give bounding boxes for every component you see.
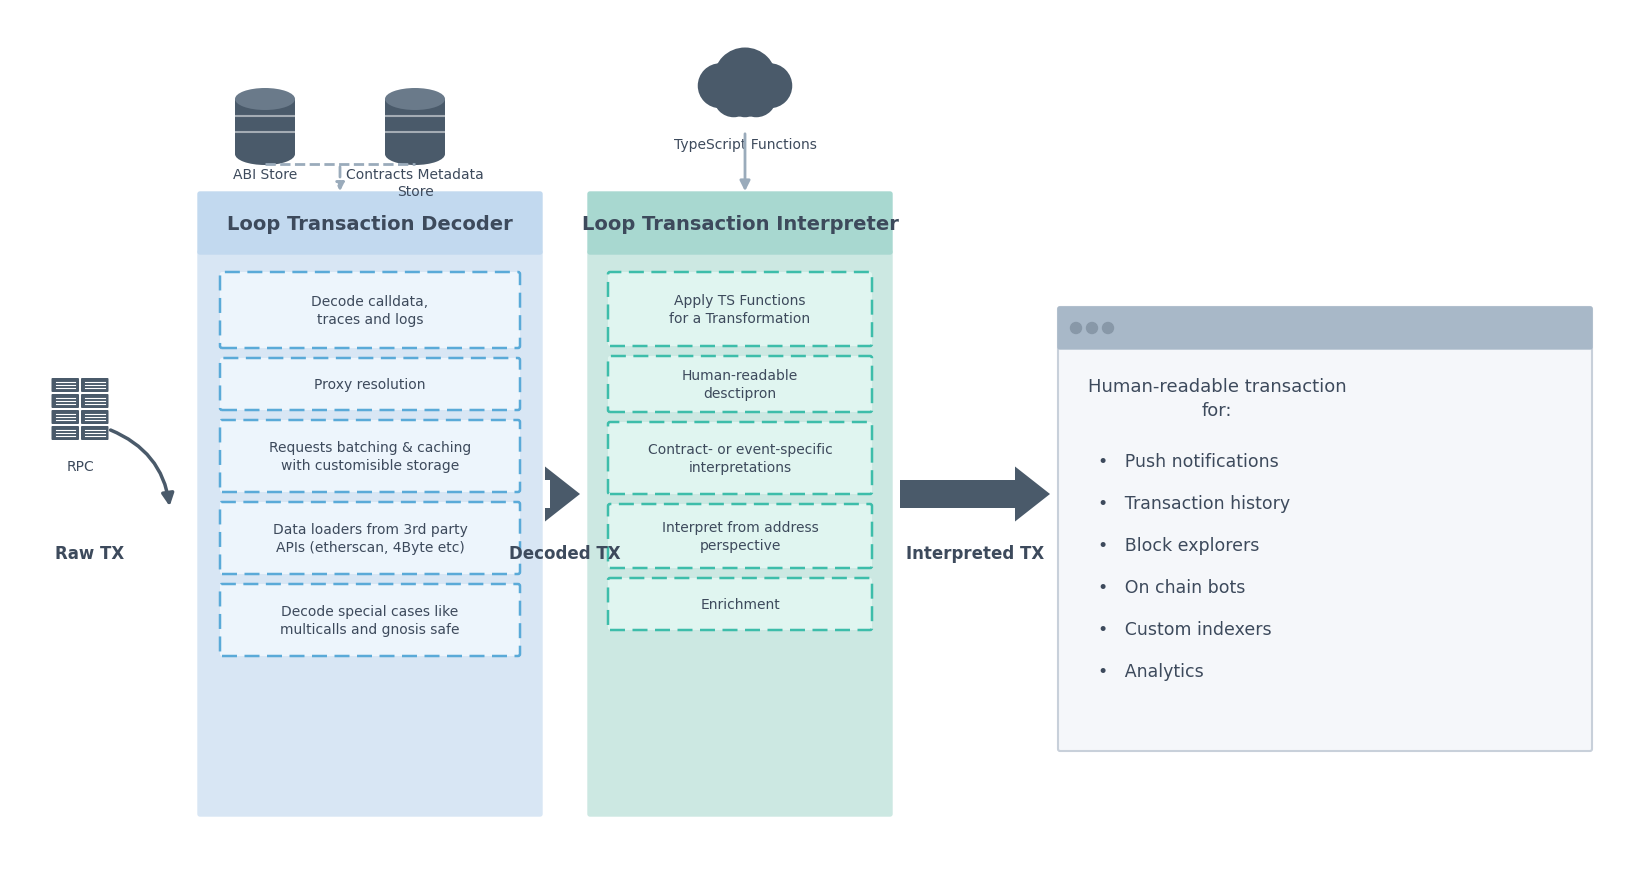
Text: Enrichment: Enrichment (700, 597, 780, 611)
Circle shape (713, 77, 754, 119)
FancyBboxPatch shape (1059, 307, 1591, 349)
Circle shape (713, 48, 777, 112)
Text: Human-readable
desctipron: Human-readable desctipron (682, 369, 798, 400)
Circle shape (1087, 323, 1098, 335)
Text: RPC: RPC (66, 459, 93, 473)
Text: Decoded TX: Decoded TX (510, 544, 621, 563)
Text: TypeScript Functions: TypeScript Functions (674, 138, 816, 152)
FancyBboxPatch shape (51, 394, 79, 408)
Text: ABI Store: ABI Store (233, 168, 297, 182)
FancyBboxPatch shape (220, 585, 520, 656)
Polygon shape (900, 467, 1051, 522)
Text: Proxy resolution: Proxy resolution (315, 378, 426, 392)
FancyBboxPatch shape (51, 378, 79, 392)
FancyBboxPatch shape (608, 356, 872, 413)
FancyBboxPatch shape (51, 427, 79, 441)
FancyBboxPatch shape (588, 193, 892, 255)
Text: •   Analytics: • Analytics (1098, 662, 1203, 680)
Text: Loop Transaction Interpreter: Loop Transaction Interpreter (582, 214, 898, 234)
Text: Interpret from address
perspective: Interpret from address perspective (662, 521, 818, 552)
Polygon shape (546, 467, 580, 522)
FancyBboxPatch shape (220, 421, 520, 493)
FancyBboxPatch shape (220, 358, 520, 411)
Text: Decode special cases like
multicalls and gnosis safe: Decode special cases like multicalls and… (280, 605, 461, 636)
Ellipse shape (234, 144, 295, 166)
FancyBboxPatch shape (1059, 307, 1591, 752)
Text: Apply TS Functions
for a Transformation: Apply TS Functions for a Transformation (669, 294, 811, 325)
Text: •   Push notifications: • Push notifications (1098, 452, 1278, 471)
Text: Loop Transaction Decoder: Loop Transaction Decoder (228, 214, 513, 234)
FancyBboxPatch shape (220, 502, 520, 574)
Circle shape (728, 83, 764, 119)
FancyBboxPatch shape (608, 422, 872, 494)
Circle shape (747, 64, 792, 109)
Polygon shape (234, 100, 295, 155)
Text: Interpreted TX: Interpreted TX (906, 544, 1044, 563)
FancyBboxPatch shape (80, 411, 108, 425)
FancyBboxPatch shape (80, 378, 108, 392)
FancyBboxPatch shape (198, 193, 543, 255)
Circle shape (698, 64, 742, 109)
Text: •   On chain bots: • On chain bots (1098, 579, 1246, 596)
Text: Contract- or event-specific
interpretations: Contract- or event-specific interpretati… (647, 443, 833, 474)
Text: •   Custom indexers: • Custom indexers (1098, 620, 1272, 638)
Text: •   Block explorers: • Block explorers (1098, 536, 1259, 554)
Text: Contracts Metadata
Store: Contracts Metadata Store (346, 168, 484, 199)
FancyBboxPatch shape (608, 273, 872, 347)
FancyBboxPatch shape (588, 251, 892, 816)
Text: •   Transaction history: • Transaction history (1098, 494, 1290, 513)
FancyBboxPatch shape (220, 273, 520, 349)
Circle shape (736, 77, 777, 119)
FancyBboxPatch shape (198, 251, 543, 816)
Text: Data loaders from 3rd party
APIs (etherscan, 4Byte etc): Data loaders from 3rd party APIs (ethers… (272, 522, 467, 554)
FancyBboxPatch shape (80, 427, 108, 441)
FancyBboxPatch shape (608, 579, 872, 630)
FancyBboxPatch shape (80, 394, 108, 408)
Text: Raw TX: Raw TX (56, 544, 125, 563)
Ellipse shape (385, 144, 446, 166)
Ellipse shape (385, 89, 446, 111)
FancyBboxPatch shape (608, 505, 872, 568)
Text: Requests batching & caching
with customisible storage: Requests batching & caching with customi… (269, 441, 470, 472)
Ellipse shape (234, 89, 295, 111)
Text: Human-readable transaction
for:: Human-readable transaction for: (1088, 378, 1347, 419)
Circle shape (1070, 323, 1082, 335)
Circle shape (1103, 323, 1113, 335)
FancyBboxPatch shape (51, 411, 79, 425)
Polygon shape (385, 100, 446, 155)
Text: Decode calldata,
traces and logs: Decode calldata, traces and logs (311, 295, 428, 327)
